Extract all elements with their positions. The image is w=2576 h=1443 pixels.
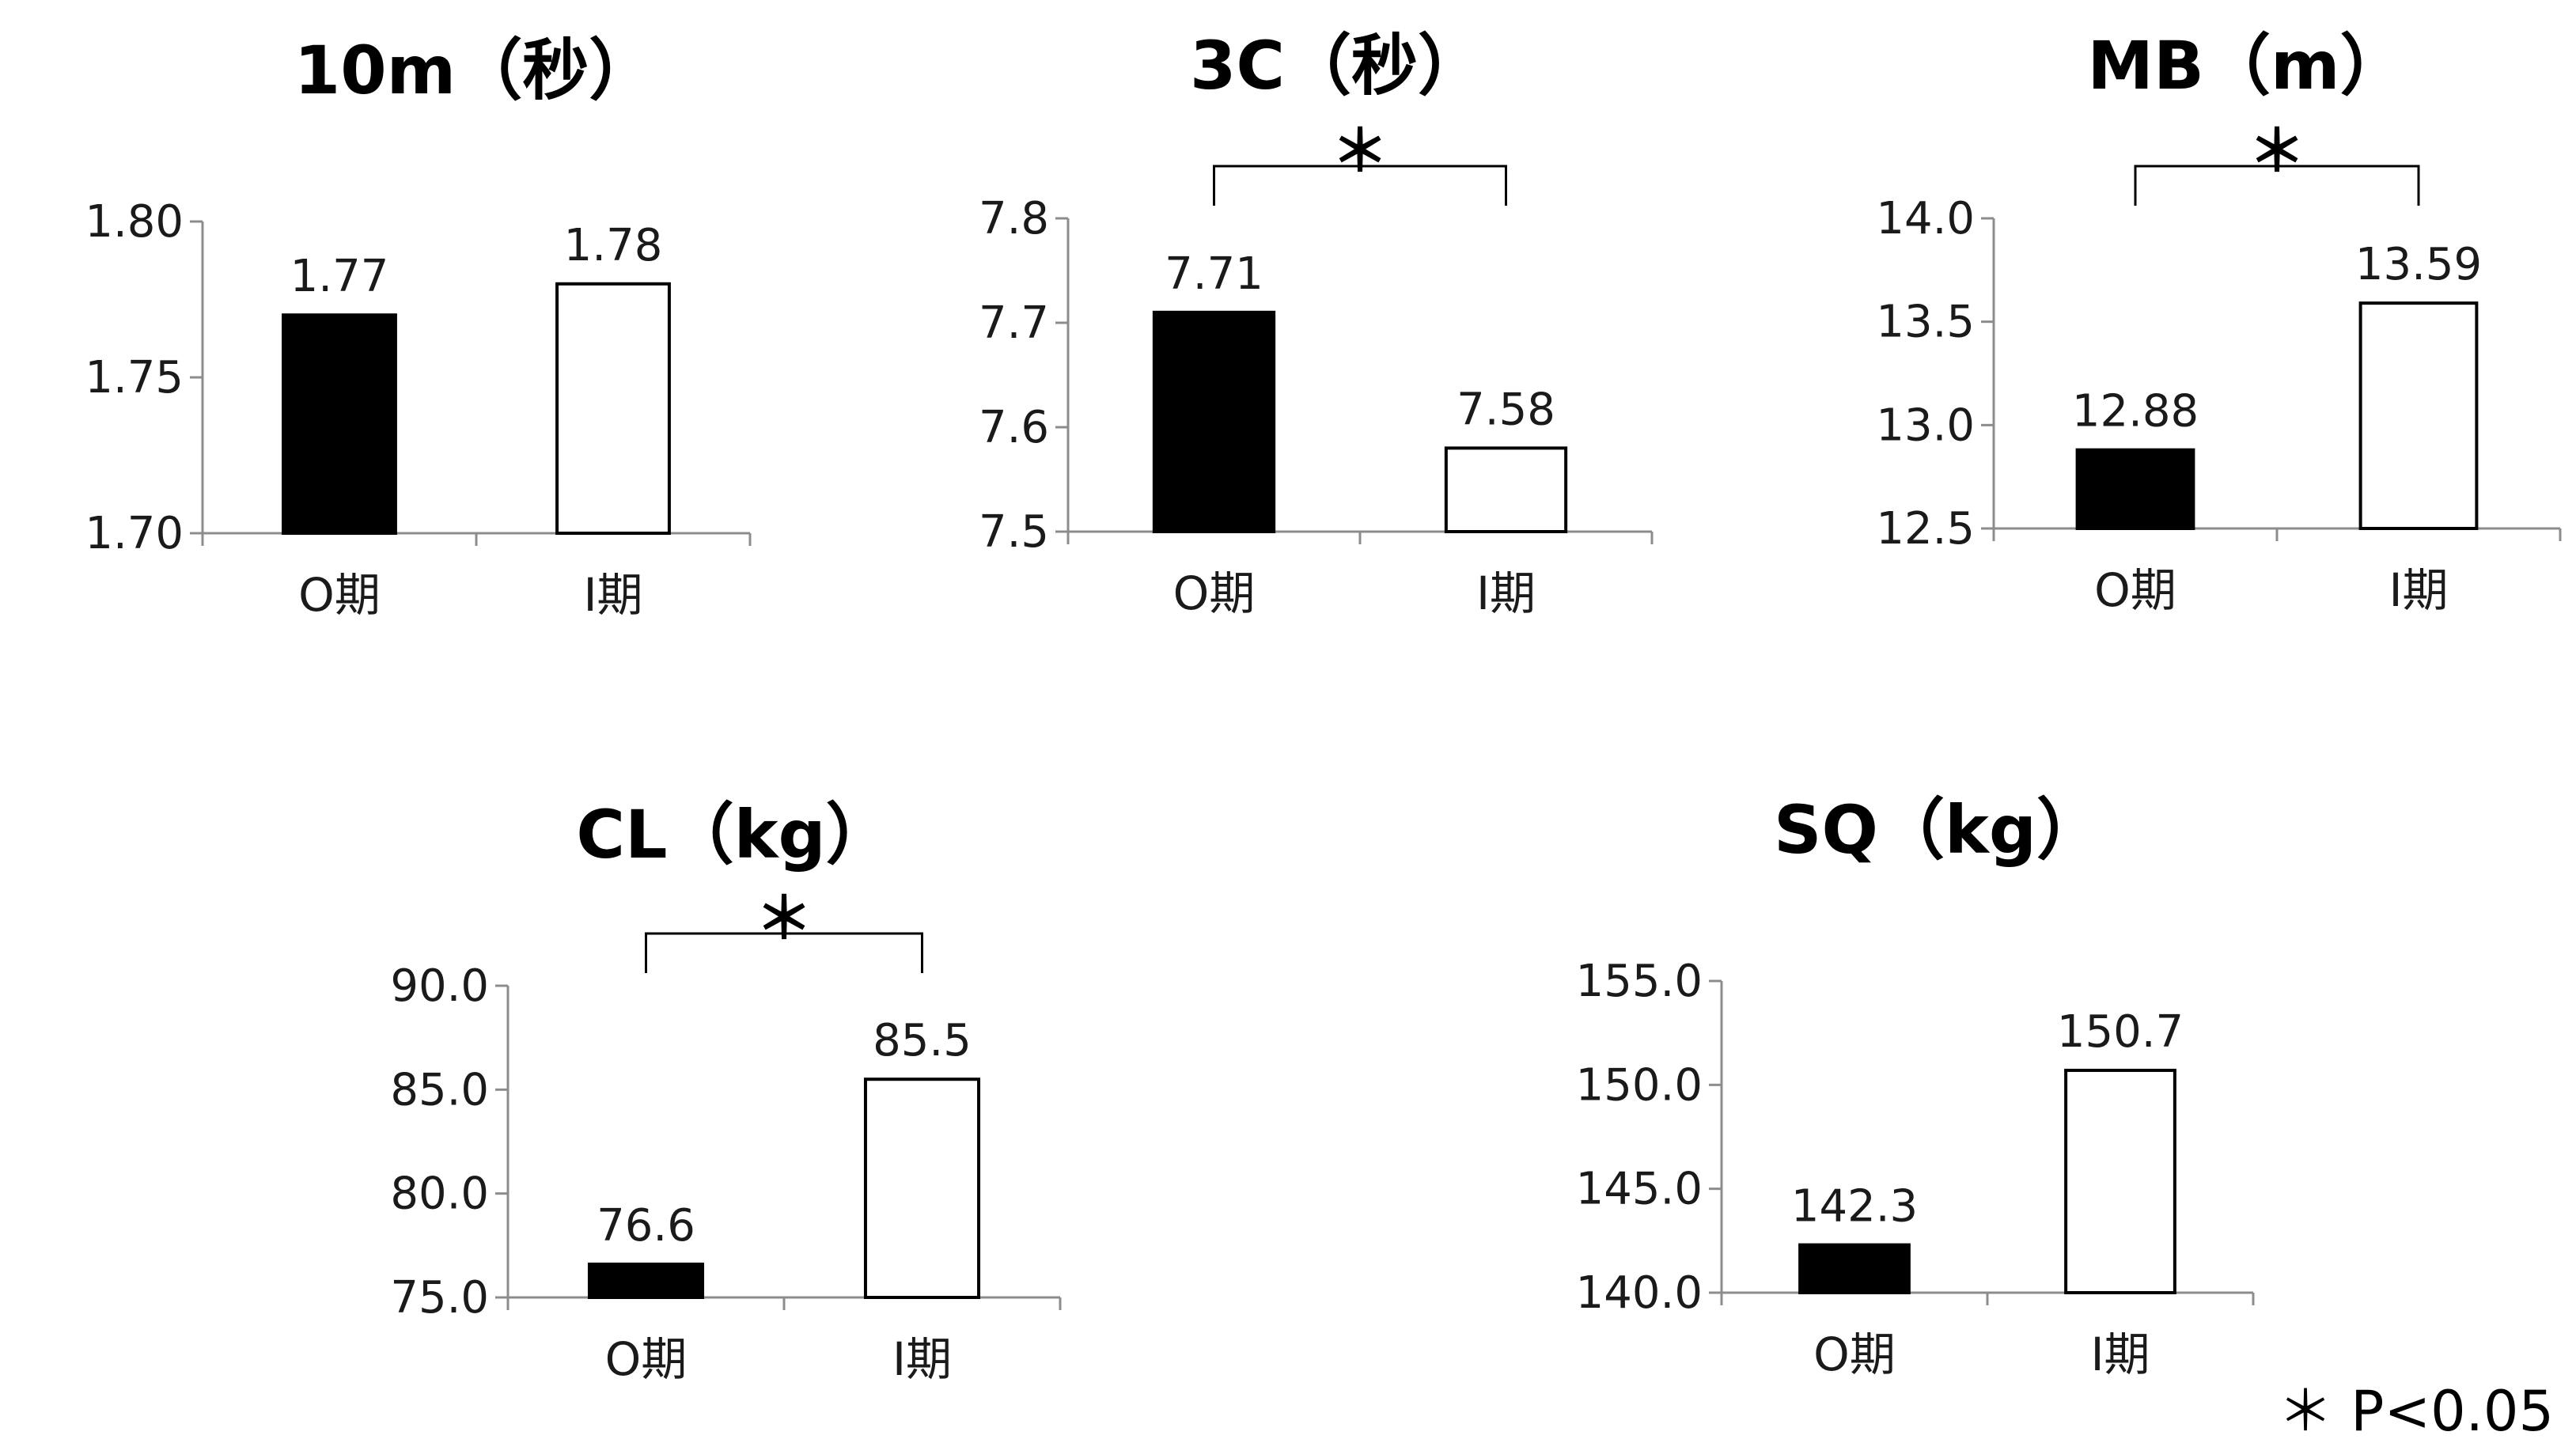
y-tick-label: 150.0 [1576, 1059, 1703, 1111]
bar-o-period [587, 1262, 705, 1300]
significance-footnote: ＊ P<0.05 [2278, 1379, 2554, 1443]
y-tick-label: 80.0 [390, 1168, 489, 1220]
significance-marker: ＊ [756, 885, 813, 952]
chart-panel-3: MB（m） 12.5 13.0 13.5 14.0 12.88 O期 13.59 I期 ＊ [1876, 27, 2562, 617]
chart-panel-1: 10m（秒） 1.70 1.75 1.80 1.77 O期 1.78 I期 [85, 32, 752, 622]
significance-bracket [1213, 165, 1507, 206]
y-tick-label: 1.70 [85, 508, 184, 559]
y-tick-label: 7.5 [979, 506, 1049, 558]
chart-title: MB（m） [2087, 27, 2406, 104]
category-label: I期 [583, 568, 642, 622]
y-tick-label: 1.75 [85, 352, 184, 403]
bar-o-period [1798, 1243, 1911, 1295]
bar-o-period [2075, 448, 2195, 531]
y-tick-label: 145.0 [1576, 1164, 1703, 1215]
chart-panel-2: 3C（秒） 7.5 7.6 7.7 7.8 7.71 O期 7.58 I期 ＊ [979, 27, 1654, 620]
category-label: O期 [1173, 566, 1256, 620]
category-label: I期 [1476, 566, 1536, 620]
y-tick-label: 7.7 [979, 297, 1049, 349]
data-label: 150.7 [2057, 1006, 2184, 1058]
category-label: O期 [605, 1332, 688, 1386]
y-tick-label: 75.0 [390, 1272, 489, 1324]
data-label: 1.78 [564, 220, 663, 271]
data-label: 12.88 [2072, 386, 2199, 437]
chart-title: SQ（kg） [1774, 791, 2103, 869]
significance-marker: ＊ [1332, 118, 1388, 184]
bar-i-period [1444, 446, 1568, 534]
chart-title: 10m（秒） [294, 32, 655, 109]
significance-bracket [2134, 165, 2420, 206]
y-tick-label: 14.0 [1876, 193, 1975, 244]
y-tick-label: 155.0 [1576, 956, 1703, 1007]
category-label: O期 [298, 568, 381, 622]
y-tick-label: 13.0 [1876, 400, 1975, 451]
data-label: 13.59 [2355, 239, 2482, 290]
y-tick-label: 1.80 [85, 196, 184, 248]
y-tick-label: 85.0 [390, 1064, 489, 1115]
chart-panel-4: CL（kg） 75.0 80.0 85.0 90.0 76.6 O期 85.5 I期 ＊ [390, 796, 1062, 1386]
bar-i-period [863, 1078, 981, 1299]
y-tick-label: 7.6 [979, 402, 1049, 453]
bar-o-period [282, 313, 397, 535]
category-label: I期 [2090, 1327, 2150, 1381]
category-label: O期 [2094, 563, 2176, 617]
y-tick-label: 90.0 [390, 960, 489, 1012]
y-tick-label: 13.5 [1876, 297, 1975, 348]
significance-marker: ＊ [2248, 118, 2305, 184]
data-label: 1.77 [290, 251, 389, 302]
y-tick-label: 12.5 [1876, 503, 1975, 555]
data-label: 7.71 [1165, 248, 1263, 300]
significance-bracket [645, 932, 923, 973]
chart-title: CL（kg） [576, 796, 892, 873]
data-label: 85.5 [873, 1015, 972, 1066]
bar-i-period [2064, 1068, 2176, 1294]
bar-o-period [1152, 310, 1276, 533]
y-tick-label: 140.0 [1576, 1267, 1703, 1319]
category-label: I期 [2388, 563, 2448, 617]
chart-panel-5: SQ（kg） 140.0 145.0 150.0 155.0 142.3 O期 150.7 I期 [1576, 791, 2255, 1381]
data-label: 142.3 [1791, 1181, 1918, 1233]
data-label: 7.58 [1457, 384, 1555, 435]
data-label: 76.6 [597, 1200, 695, 1252]
category-label: I期 [892, 1332, 952, 1386]
category-label: O期 [1813, 1327, 1896, 1381]
chart-title: 3C（秒） [1190, 27, 1484, 104]
bar-i-period [2358, 301, 2479, 530]
bar-i-period [555, 282, 671, 535]
y-tick-label: 7.8 [979, 193, 1049, 244]
